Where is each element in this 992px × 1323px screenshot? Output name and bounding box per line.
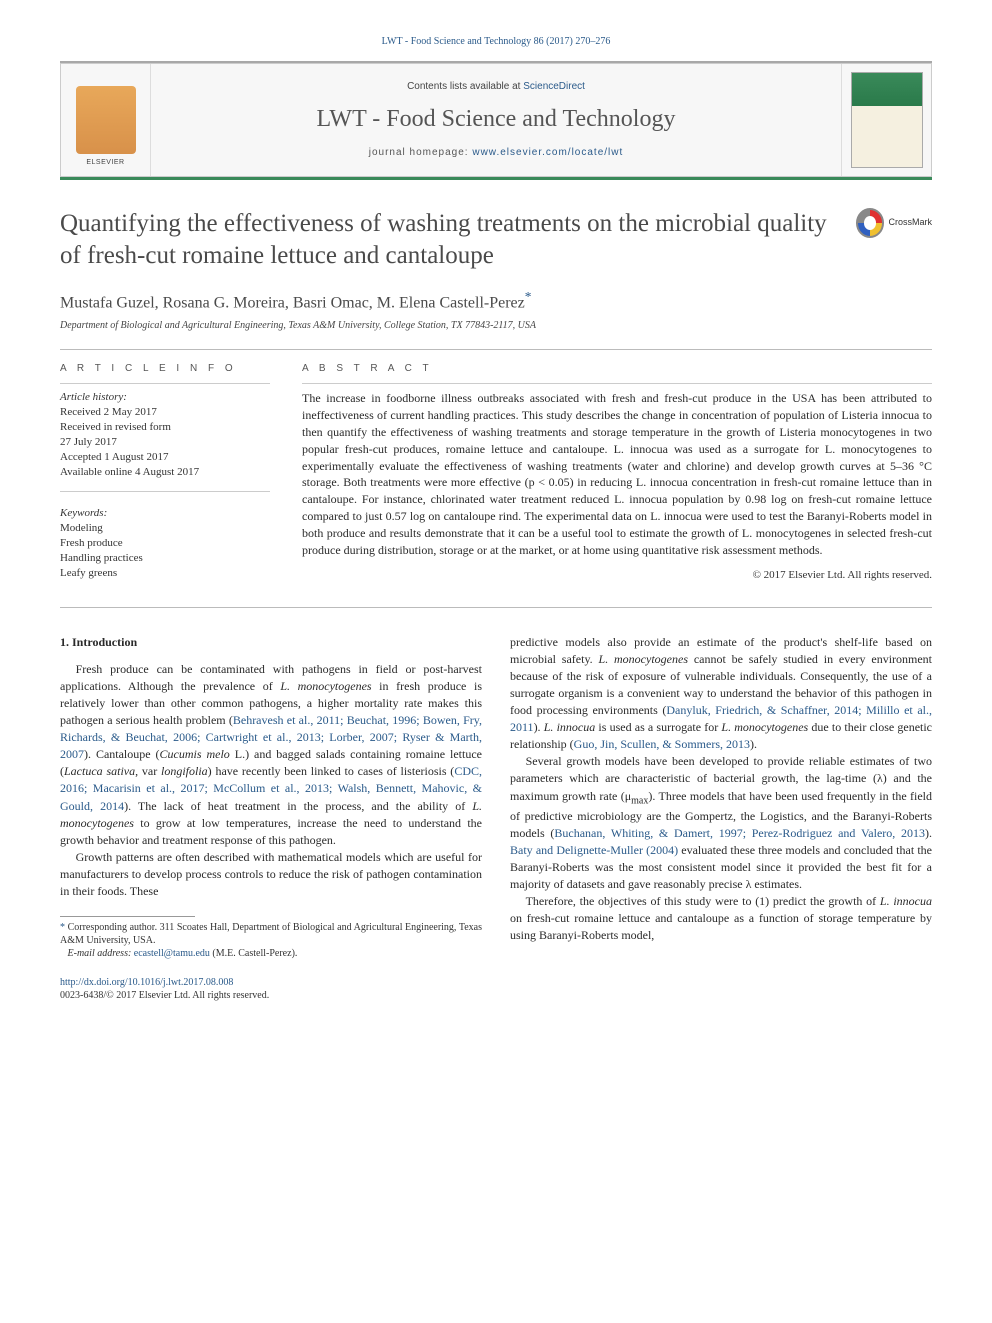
asterisk-icon: * (60, 922, 68, 933)
subscript: max (631, 795, 648, 806)
keyword: Leafy greens (60, 566, 270, 581)
journal-header: Contents lists available at ScienceDirec… (60, 63, 932, 177)
text: Therefore, the objectives of this study … (526, 894, 880, 908)
crossmark-icon (856, 208, 884, 238)
keyword: Modeling (60, 521, 270, 536)
doi-block: http://dx.doi.org/10.1016/j.lwt.2017.08.… (60, 976, 932, 1003)
keyword: Fresh produce (60, 536, 270, 551)
species: L. monocytogenes (280, 679, 371, 693)
paragraph: predictive models also provide an estima… (510, 634, 932, 753)
journal-homepage-link[interactable]: www.elsevier.com/locate/lwt (472, 147, 623, 158)
header-center: Contents lists available at ScienceDirec… (151, 64, 841, 176)
citation-line: LWT - Food Science and Technology 86 (20… (60, 35, 932, 49)
crossmark-badge[interactable]: CrossMark (856, 208, 932, 238)
species: L. monocytogenes (721, 720, 808, 734)
abstract-copyright: © 2017 Elsevier Ltd. All rights reserved… (302, 568, 932, 583)
received-date: Received 2 May 2017 (60, 405, 270, 420)
email-footnote: E-mail address: ecastell@tamu.edu (M.E. … (60, 947, 482, 960)
authors-text: Mustafa Guzel, Rosana G. Moreira, Basri … (60, 294, 525, 311)
citation-link[interactable]: Buchanan, Whiting, & Damert, 1997; Perez… (554, 826, 925, 840)
section-heading: 1. Introduction (60, 634, 482, 651)
body-rule (60, 607, 932, 608)
species: Lactuca sativa (64, 764, 135, 778)
species: longifolia (161, 764, 208, 778)
history-label: Article history: (60, 390, 270, 405)
paragraph: Growth patterns are often described with… (60, 849, 482, 900)
species: L. innocua (544, 720, 596, 734)
info-rule (60, 383, 270, 384)
issn-copyright: 0023-6438/© 2017 Elsevier Ltd. All right… (60, 990, 269, 1001)
text: , var (135, 764, 161, 778)
home-prefix: journal homepage: (369, 147, 473, 158)
footnote-text: Corresponding author. 311 Scoates Hall, … (60, 922, 482, 946)
abstract-text: The increase in foodborne illness outbre… (302, 390, 932, 558)
doi-link[interactable]: http://dx.doi.org/10.1016/j.lwt.2017.08.… (60, 977, 233, 988)
header-bottom-rule (60, 177, 932, 180)
abstract-rule (302, 383, 932, 384)
article-title: Quantifying the effectiveness of washing… (60, 208, 840, 272)
text: ). The lack of heat treatment in the pro… (124, 799, 472, 813)
citation-link[interactable]: Baty and Delignette-Muller (2004) (510, 843, 678, 857)
paragraph: Therefore, the objectives of this study … (510, 893, 932, 944)
revised-label: Received in revised form (60, 420, 270, 435)
revised-date: 27 July 2017 (60, 435, 270, 450)
corresponding-footnote: * Corresponding author. 311 Scoates Hall… (60, 921, 482, 947)
article-info-head: A R T I C L E I N F O (60, 362, 270, 376)
contents-line: Contents lists available at ScienceDirec… (407, 80, 585, 94)
keywords-label: Keywords: (60, 506, 270, 521)
journal-cover-box (841, 64, 931, 176)
text: ). Cantaloupe ( (84, 747, 160, 761)
email-who: (M.E. Castell-Perez). (210, 948, 297, 959)
species: Cucumis melo (160, 747, 230, 761)
body-columns: 1. Introduction Fresh produce can be con… (60, 634, 932, 959)
species: L. innocua (880, 894, 932, 908)
paragraph: Several growth models have been develope… (510, 753, 932, 893)
keyword: Handling practices (60, 551, 270, 566)
crossmark-label: CrossMark (888, 216, 932, 228)
corresp-asterisk: * (525, 289, 532, 304)
text: ) have recently been linked to cases of … (208, 764, 455, 778)
abstract-column: A B S T R A C T The increase in foodborn… (302, 362, 932, 583)
article-info-column: A R T I C L E I N F O Article history: R… (60, 362, 270, 583)
citation-link[interactable]: Guo, Jin, Scullen, & Sommers, 2013 (574, 737, 750, 751)
affiliation: Department of Biological and Agricultura… (60, 319, 932, 333)
journal-cover-image (851, 72, 923, 168)
section-rule (60, 349, 932, 350)
contents-prefix: Contents lists available at (407, 81, 523, 92)
text: ). (750, 737, 757, 751)
text: on fresh-cut romaine lettuce and cantalo… (510, 911, 932, 942)
text: is used as a surrogate for (595, 720, 721, 734)
footnote-rule (60, 916, 195, 917)
text: ). (534, 720, 544, 734)
accepted-date: Accepted 1 August 2017 (60, 450, 270, 465)
elsevier-logo (76, 86, 136, 154)
online-date: Available online 4 August 2017 (60, 465, 270, 480)
species: L. monocytogenes (599, 652, 688, 666)
publisher-logo-box (61, 64, 151, 176)
text: ). (925, 826, 932, 840)
email-label: E-mail address: (68, 948, 134, 959)
sciencedirect-link[interactable]: ScienceDirect (523, 81, 585, 92)
abstract-head: A B S T R A C T (302, 362, 932, 376)
journal-homepage-line: journal homepage: www.elsevier.com/locat… (369, 146, 624, 160)
info-rule-2 (60, 491, 270, 492)
author-list: Mustafa Guzel, Rosana G. Moreira, Basri … (60, 288, 932, 314)
email-link[interactable]: ecastell@tamu.edu (134, 948, 210, 959)
paragraph: Fresh produce can be contaminated with p… (60, 661, 482, 848)
journal-name: LWT - Food Science and Technology (317, 103, 676, 135)
